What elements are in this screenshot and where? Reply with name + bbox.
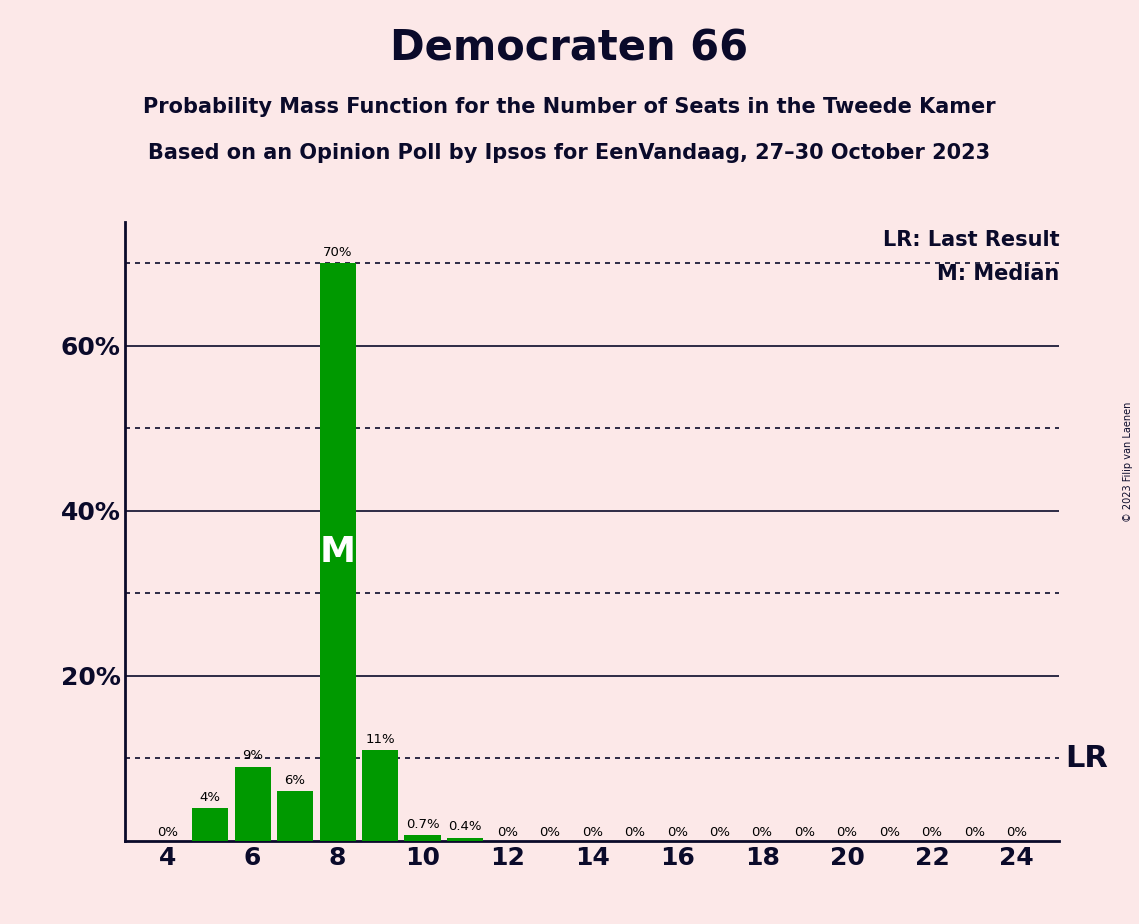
Text: M: Median: M: Median xyxy=(937,264,1059,284)
Text: 70%: 70% xyxy=(322,246,352,259)
Text: 0%: 0% xyxy=(582,826,603,839)
Text: 4%: 4% xyxy=(199,791,221,804)
Bar xyxy=(362,750,398,841)
Text: 0%: 0% xyxy=(540,826,560,839)
Text: 0%: 0% xyxy=(879,826,900,839)
Text: 0.7%: 0.7% xyxy=(405,818,440,831)
Text: 0%: 0% xyxy=(836,826,858,839)
Bar xyxy=(404,835,441,841)
Text: 9%: 9% xyxy=(243,749,263,762)
Text: © 2023 Filip van Laenen: © 2023 Filip van Laenen xyxy=(1123,402,1133,522)
Text: 0%: 0% xyxy=(964,826,985,839)
Text: 11%: 11% xyxy=(366,733,395,746)
Text: 0.4%: 0.4% xyxy=(448,821,482,833)
Text: 0%: 0% xyxy=(710,826,730,839)
Bar xyxy=(192,808,228,841)
Text: 6%: 6% xyxy=(285,774,305,787)
Text: Probability Mass Function for the Number of Seats in the Tweede Kamer: Probability Mass Function for the Number… xyxy=(144,97,995,117)
Text: 0%: 0% xyxy=(794,826,816,839)
Text: 0%: 0% xyxy=(666,826,688,839)
Text: 0%: 0% xyxy=(921,826,942,839)
Text: 0%: 0% xyxy=(157,826,178,839)
Text: 0%: 0% xyxy=(497,826,518,839)
Bar xyxy=(320,263,355,841)
Text: M: M xyxy=(320,535,355,569)
Text: 0%: 0% xyxy=(1007,826,1027,839)
Text: LR: LR xyxy=(1065,744,1108,772)
Bar xyxy=(446,837,483,841)
Text: Based on an Opinion Poll by Ipsos for EenVandaag, 27–30 October 2023: Based on an Opinion Poll by Ipsos for Ee… xyxy=(148,143,991,164)
Text: Democraten 66: Democraten 66 xyxy=(391,28,748,69)
Bar xyxy=(277,791,313,841)
Bar xyxy=(235,767,271,841)
Text: 0%: 0% xyxy=(624,826,645,839)
Text: LR: Last Result: LR: Last Result xyxy=(883,230,1059,249)
Text: 0%: 0% xyxy=(752,826,772,839)
